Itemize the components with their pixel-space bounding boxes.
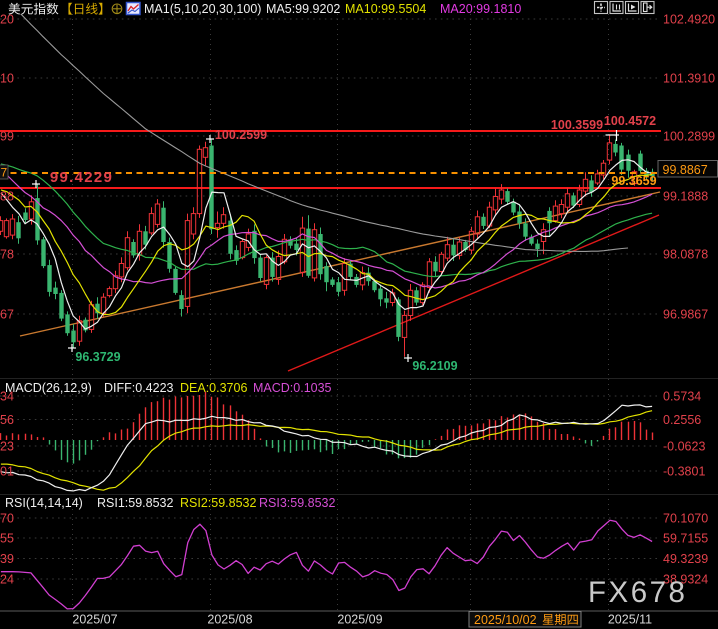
svg-text:FX678: FX678 <box>588 576 687 609</box>
svg-text:2025/11: 2025/11 <box>608 613 652 627</box>
svg-text:99.1888: 99.1888 <box>663 190 708 204</box>
svg-text:MA5:99.9202: MA5:99.9202 <box>266 2 340 16</box>
svg-text:2025/09: 2025/09 <box>337 613 382 627</box>
svg-text:55: 55 <box>0 532 14 546</box>
svg-text:23: 23 <box>0 440 14 454</box>
svg-text:0.2556: 0.2556 <box>663 413 701 427</box>
svg-text:RSI3:59.8532: RSI3:59.8532 <box>259 496 335 510</box>
svg-text:78: 78 <box>0 248 14 262</box>
svg-text:100.2599: 100.2599 <box>215 128 267 142</box>
svg-text:102.4920: 102.4920 <box>663 13 715 27</box>
svg-text:99: 99 <box>0 130 14 144</box>
svg-text:MA10:99.5504: MA10:99.5504 <box>345 2 426 16</box>
svg-text:2025/07: 2025/07 <box>72 613 117 627</box>
svg-text:99.8867: 99.8867 <box>663 163 708 177</box>
svg-text:2025/08: 2025/08 <box>207 613 252 627</box>
svg-text:7: 7 <box>1 166 8 180</box>
svg-text:MACD:0.1035: MACD:0.1035 <box>253 381 332 395</box>
svg-text:RSI(14,14,14): RSI(14,14,14) <box>5 496 83 510</box>
svg-text:RSI2:59.8532: RSI2:59.8532 <box>180 496 256 510</box>
svg-text:96.3729: 96.3729 <box>75 350 120 364</box>
svg-text:-0.3801: -0.3801 <box>663 465 705 479</box>
svg-text:56: 56 <box>0 413 14 427</box>
svg-text:RSI1:59.8532: RSI1:59.8532 <box>97 496 173 510</box>
svg-text:70.1070: 70.1070 <box>663 512 708 526</box>
svg-text:2025/10/02: 2025/10/02 <box>474 613 537 627</box>
svg-text:0.5734: 0.5734 <box>663 390 701 404</box>
svg-text:DIFF:0.4223: DIFF:0.4223 <box>104 381 174 395</box>
svg-text:10: 10 <box>0 72 14 86</box>
svg-text:70: 70 <box>0 512 14 526</box>
svg-text:01: 01 <box>0 465 14 479</box>
svg-text:DEA:0.3706: DEA:0.3706 <box>180 381 247 395</box>
svg-text:100.4572: 100.4572 <box>604 114 656 128</box>
svg-text:99.4229: 99.4229 <box>50 169 113 186</box>
svg-text:101.3910: 101.3910 <box>663 72 715 86</box>
svg-text:59.7155: 59.7155 <box>663 532 708 546</box>
svg-text:67: 67 <box>0 308 14 322</box>
svg-text:MACD(26,12,9): MACD(26,12,9) <box>5 381 92 395</box>
svg-text:88: 88 <box>0 190 14 204</box>
svg-text:20: 20 <box>0 13 14 27</box>
svg-text:100.3599: 100.3599 <box>551 118 603 132</box>
svg-text:96.9867: 96.9867 <box>663 308 708 322</box>
svg-text:100.2899: 100.2899 <box>663 130 715 144</box>
svg-text:38.9324: 38.9324 <box>663 573 708 587</box>
svg-text:-0.0623: -0.0623 <box>663 440 705 454</box>
svg-text:39: 39 <box>0 552 14 566</box>
svg-text:MA20:99.1810: MA20:99.1810 <box>440 2 521 16</box>
svg-text:MA1(5,10,20,30,100): MA1(5,10,20,30,100) <box>144 2 261 16</box>
svg-text:49.3239: 49.3239 <box>663 552 708 566</box>
svg-text:34: 34 <box>0 390 14 404</box>
svg-text:98.0878: 98.0878 <box>663 248 708 262</box>
svg-text:99.3659: 99.3659 <box>611 174 656 188</box>
svg-text:96.2109: 96.2109 <box>412 359 457 373</box>
svg-text:24: 24 <box>0 573 14 587</box>
